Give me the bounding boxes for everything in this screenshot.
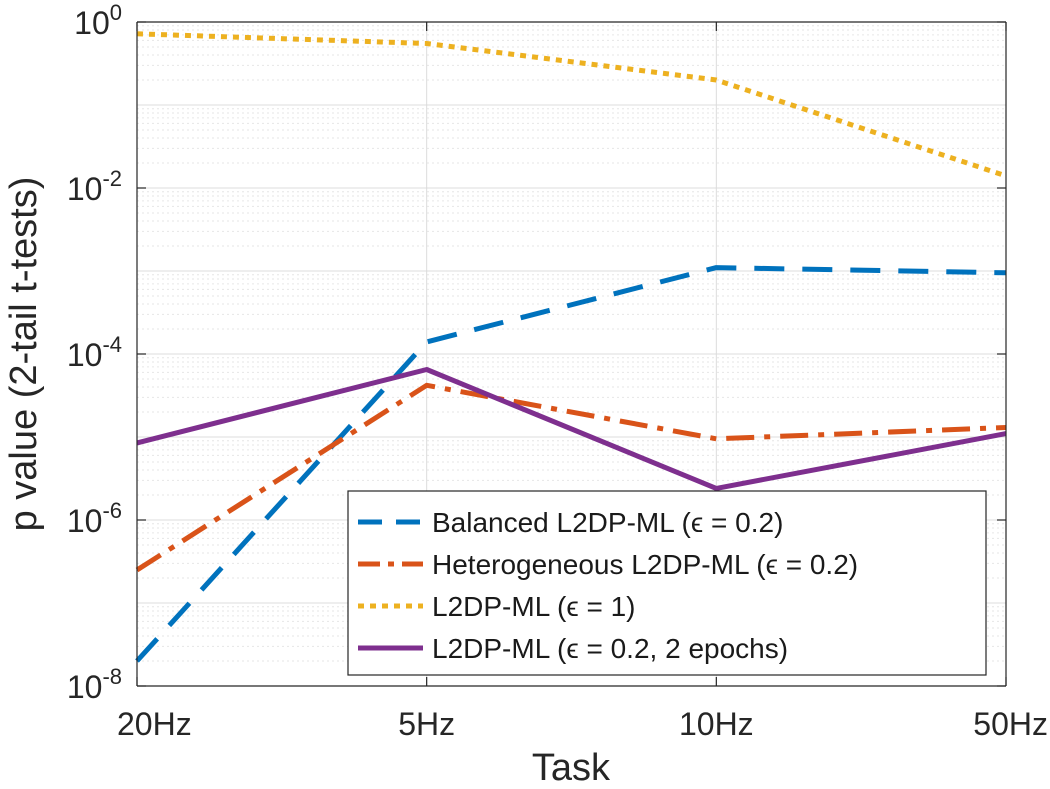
legend-box [347, 490, 987, 676]
y-tick-label: 10-6 [67, 498, 122, 539]
y-tick-label: 100 [74, 0, 122, 41]
series-line-3 [136, 31, 1007, 179]
legend-label-4: L2DP-ML (ϵ = 0.2, 2 epochs) [432, 633, 788, 664]
x-tick-labels: 20Hz 5Hz 10Hz 50Hz [117, 706, 1048, 742]
y-tick-label: 10-2 [67, 166, 122, 207]
x-tick-label: 50Hz [973, 706, 1048, 742]
legend-label-2: Heterogeneous L2DP-ML (ϵ = 0.2) [432, 549, 858, 580]
y-tick-label: 10-4 [67, 332, 122, 373]
series-line-1 [135, 265, 1007, 663]
axes [136, 21, 1007, 687]
y-tick-labels: 100 10-2 10-4 10-6 10-8 [67, 0, 122, 705]
y-axis-title: p value (2-tail t-tests) [3, 177, 45, 532]
series-line-2 [135, 382, 1007, 573]
series-line-4 [136, 367, 1007, 491]
legend-label-1: Balanced L2DP-ML (ϵ = 0.2) [432, 507, 783, 538]
x-axis-title: Task [532, 747, 611, 789]
series-layer [135, 31, 1007, 663]
x-tick-label: 20Hz [117, 706, 192, 742]
x-tick-label: 5Hz [398, 706, 455, 742]
y-tick-label: 10-8 [67, 664, 122, 705]
x-tick-label: 10Hz [679, 706, 754, 742]
legend: Balanced L2DP-ML (ϵ = 0.2) Heterogeneous … [347, 490, 987, 676]
legend-label-3: L2DP-ML (ϵ = 1) [432, 591, 636, 622]
